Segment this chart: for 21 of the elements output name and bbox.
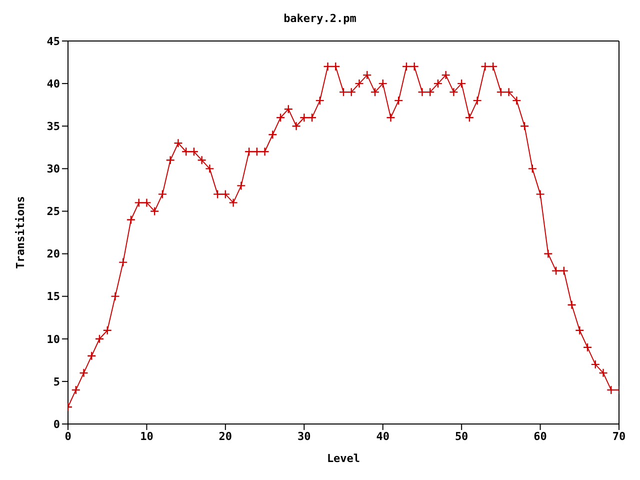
y-tick-label: 25 <box>46 205 60 218</box>
chart-title: bakery.2.pm <box>282 11 358 27</box>
y-tick-label: 35 <box>46 120 60 134</box>
x-tick-label: 70 <box>612 430 626 443</box>
x-tick-label: 40 <box>376 430 390 443</box>
y-tick-label: 30 <box>46 162 60 176</box>
y-tick-label: 40 <box>46 77 60 90</box>
y-tick-label: 0 <box>53 418 60 431</box>
y-tick-label: 5 <box>53 375 60 388</box>
x-tick-label: 0 <box>64 430 72 443</box>
x-axis-title: Level <box>326 452 360 465</box>
y-tick-label: 45 <box>46 34 60 48</box>
y-tick-label: 20 <box>46 248 60 261</box>
x-tick-label: 50 <box>454 430 468 443</box>
y-tick-label: 15 <box>46 290 60 304</box>
x-tick-label: 10 <box>140 430 154 443</box>
y-axis-title: Transitions <box>14 196 27 269</box>
x-tick-label: 30 <box>298 430 311 443</box>
y-tick-label: 10 <box>46 332 60 346</box>
x-tick-label: 20 <box>218 430 232 443</box>
x-tick-label: 60 <box>534 430 547 443</box>
